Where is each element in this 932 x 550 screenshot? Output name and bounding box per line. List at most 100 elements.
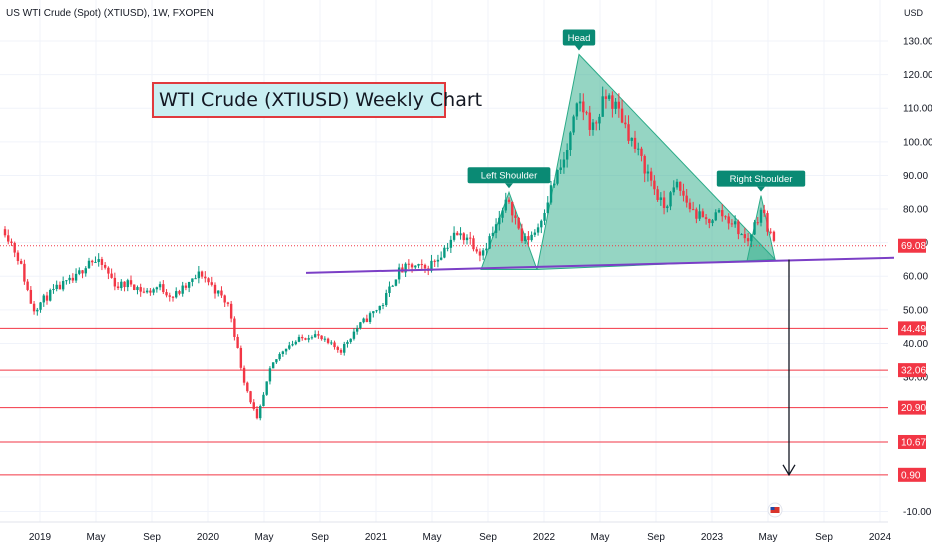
candle-body bbox=[165, 292, 168, 296]
candle-body bbox=[588, 112, 591, 130]
candle-body bbox=[662, 197, 666, 209]
candle-body bbox=[423, 264, 427, 269]
candles bbox=[3, 86, 776, 421]
candle-body bbox=[640, 148, 643, 156]
candle-body bbox=[23, 263, 26, 282]
price-tag: 10.67 bbox=[898, 434, 926, 449]
candle-body bbox=[679, 181, 682, 191]
candle-body bbox=[452, 232, 456, 240]
candle-body bbox=[16, 252, 20, 262]
candle-body bbox=[149, 290, 152, 293]
candle-body bbox=[355, 328, 359, 332]
chart-title-box[interactable]: WTI Crude (XTIUSD) Weekly Chart bbox=[152, 82, 482, 118]
candle-body bbox=[310, 337, 314, 339]
candle-body bbox=[278, 353, 281, 360]
candle-body bbox=[26, 281, 29, 290]
candle-body bbox=[575, 103, 579, 117]
candle-body bbox=[207, 278, 210, 283]
price-tag-box bbox=[898, 363, 926, 378]
candle-body bbox=[533, 232, 537, 235]
candle-body bbox=[129, 280, 133, 285]
candle-body bbox=[343, 343, 346, 353]
annotation-badge: Head bbox=[562, 29, 596, 51]
candle-body bbox=[133, 284, 136, 290]
candle-body bbox=[746, 238, 750, 242]
candle-body bbox=[501, 210, 504, 218]
y-tick-label: 120.00 bbox=[903, 70, 932, 81]
x-tick-label: Sep bbox=[647, 532, 665, 543]
candle-body bbox=[585, 112, 588, 114]
badge-label: Head bbox=[568, 33, 591, 44]
y-tick-label: 90.00 bbox=[903, 171, 928, 182]
candle-body bbox=[407, 263, 411, 265]
candle-body bbox=[197, 271, 201, 279]
price-tag-box bbox=[898, 321, 926, 336]
candle-body bbox=[168, 295, 171, 297]
candle-body bbox=[242, 367, 246, 383]
candle-body bbox=[139, 287, 142, 292]
candle-body bbox=[281, 351, 285, 354]
price-tag-label: 69.08 bbox=[901, 241, 926, 252]
candle-body bbox=[578, 101, 582, 104]
price-tag-label: 44.49 bbox=[901, 324, 926, 335]
candle-body bbox=[229, 303, 233, 319]
badge-pointer bbox=[575, 45, 583, 51]
candle-body bbox=[271, 362, 275, 369]
price-tag-label: 10.67 bbox=[901, 437, 926, 448]
price-tag-label: 20.90 bbox=[901, 403, 926, 414]
candle-body bbox=[162, 284, 165, 293]
candle-body bbox=[103, 264, 107, 268]
target-arrow-head bbox=[782, 464, 796, 477]
candle-body bbox=[569, 132, 572, 150]
candle-body bbox=[598, 116, 601, 124]
candle-body bbox=[19, 261, 23, 264]
candle-body bbox=[223, 295, 226, 303]
candle-body bbox=[491, 232, 495, 237]
price-tag: 20.90 bbox=[898, 400, 926, 415]
time-axis[interactable]: 2019 May Sep 2020 May Sep 2021 May Sep 2022 May Sep… bbox=[0, 502, 892, 543]
candle-body bbox=[514, 215, 517, 218]
y-tick-label: 30.00 bbox=[903, 373, 928, 384]
candle-body bbox=[721, 210, 724, 217]
candle-body bbox=[572, 116, 575, 133]
y-tick-label: 110.00 bbox=[903, 104, 932, 115]
price-tag: 32.06 bbox=[898, 363, 926, 378]
candle-body bbox=[204, 276, 207, 279]
candle-body bbox=[71, 277, 75, 281]
annotation-badge: Right Shoulder bbox=[716, 170, 806, 192]
candle-body bbox=[511, 201, 514, 216]
x-tick-label: May bbox=[423, 532, 442, 543]
candle-body bbox=[68, 277, 71, 281]
candle-body bbox=[291, 344, 294, 346]
candle-body bbox=[485, 248, 488, 251]
candle-body bbox=[113, 277, 117, 287]
candle-body bbox=[378, 305, 381, 311]
candle-body bbox=[178, 291, 181, 294]
candle-body bbox=[633, 137, 637, 149]
badge-pointer bbox=[757, 186, 765, 192]
x-tick-label: 2022 bbox=[533, 532, 556, 543]
candle-body bbox=[439, 257, 443, 260]
candle-body bbox=[352, 331, 356, 339]
candle-body bbox=[158, 284, 162, 288]
x-tick-label: Sep bbox=[479, 532, 497, 543]
candle-body bbox=[465, 237, 469, 241]
annotation-badge: Left Shoulder bbox=[467, 167, 551, 189]
candle-body bbox=[394, 279, 398, 286]
candle-body bbox=[107, 267, 110, 274]
candle-body bbox=[397, 267, 401, 280]
candle-body bbox=[313, 334, 317, 338]
candle-body bbox=[330, 342, 333, 344]
candle-body bbox=[520, 228, 524, 241]
candle-body bbox=[756, 222, 759, 224]
candle-body bbox=[611, 95, 614, 109]
candle-body bbox=[239, 347, 243, 368]
candle-body bbox=[675, 181, 679, 188]
candle-body bbox=[284, 348, 288, 352]
candle-body bbox=[294, 341, 297, 345]
candle-body bbox=[488, 236, 491, 249]
candle-body bbox=[740, 234, 743, 236]
neckline bbox=[305, 256, 895, 274]
candle-body bbox=[433, 260, 436, 262]
